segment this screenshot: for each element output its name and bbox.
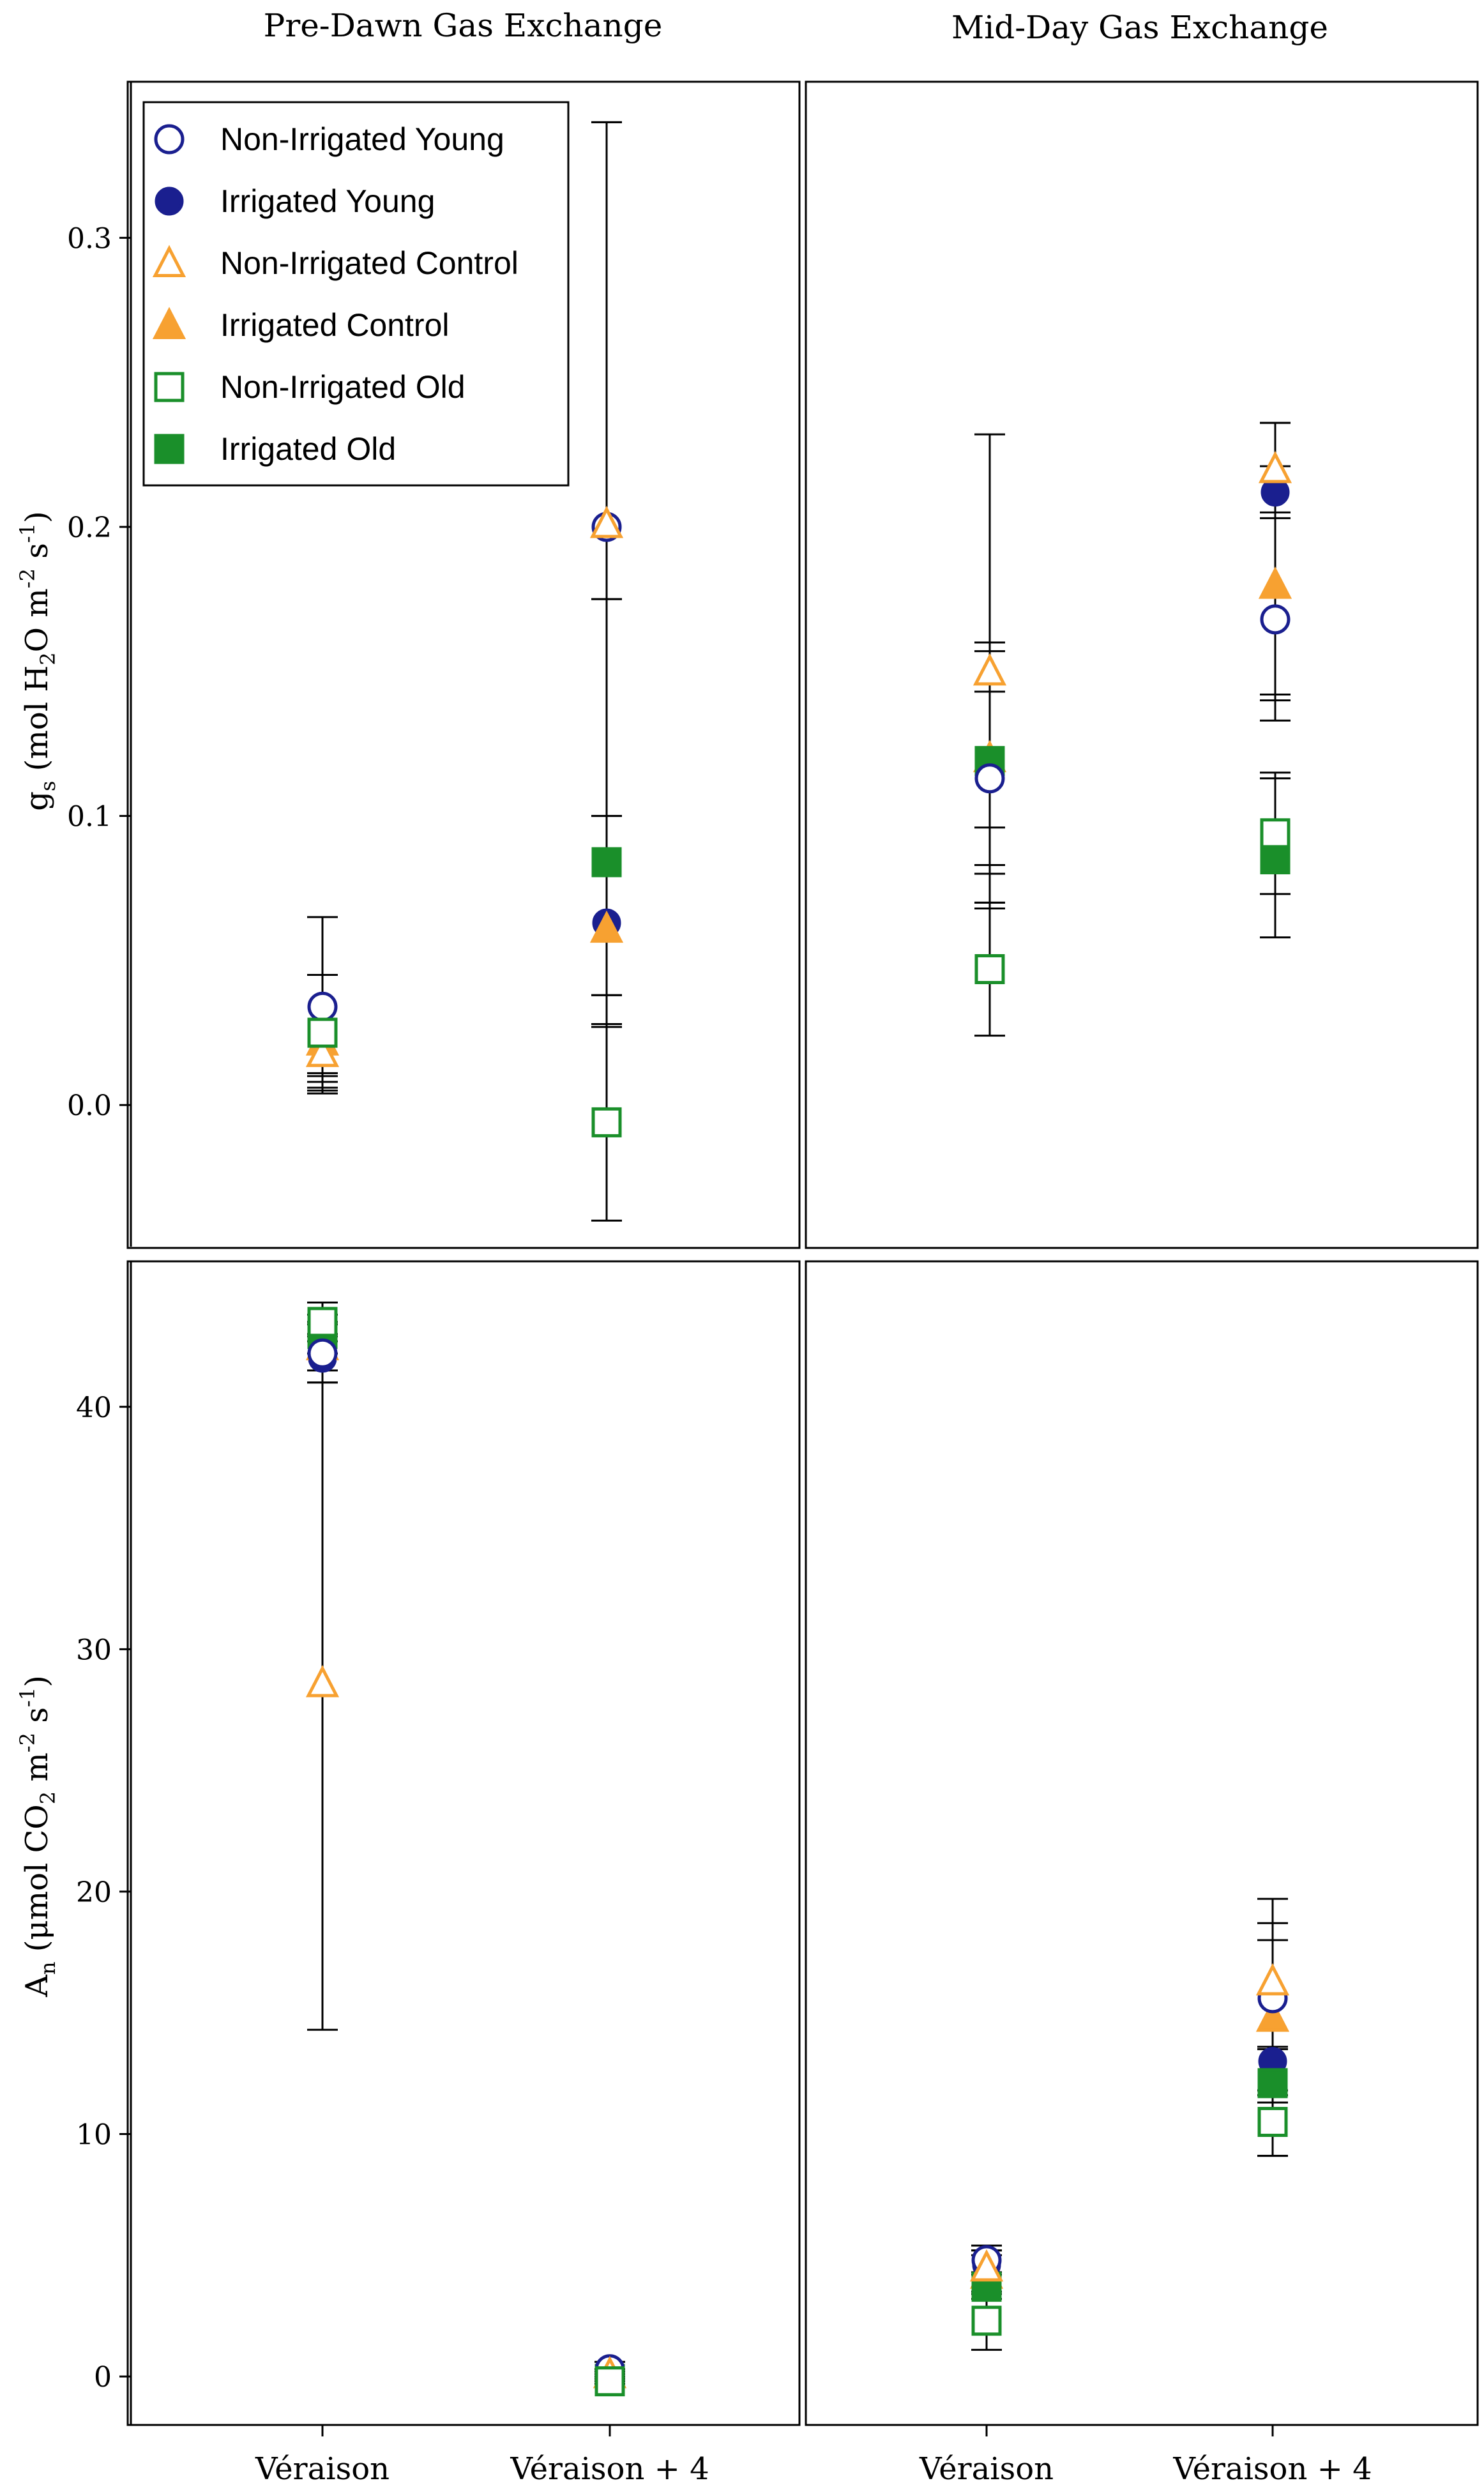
data-point-non-irrigated-control [973, 653, 1007, 686]
y-ticks-gs: 0.0 0.1 0.2 0.3 [67, 222, 131, 1122]
legend-box [142, 101, 570, 487]
legend-label: Non-Irrigated Old [220, 369, 466, 405]
data-point-irrigated-old [1260, 844, 1291, 875]
panel-frame-predawn-an [126, 1260, 801, 2426]
legend-label: Non-Irrigated Control [220, 245, 519, 281]
data-point-non-irrigated-old [594, 2366, 625, 2397]
data-point-non-irrigated-young [1260, 604, 1291, 635]
legend: Non-Irrigated Young Irrigated Young Non-Ir… [142, 101, 570, 487]
legend-marker-non-irrigated-old [154, 372, 185, 402]
data-point-non-irrigated-old [1257, 2107, 1288, 2138]
x-tick-label: Véraison + 4 [1172, 2451, 1372, 2487]
data-point-non-irrigated-young [974, 763, 1005, 794]
legend-marker-non-irrigated-control [152, 245, 186, 278]
data-point-irrigated-control [589, 910, 624, 943]
legend-item: Non-Irrigated Young [154, 121, 504, 157]
col-title-predawn: Pre-Dawn Gas Exchange [264, 7, 663, 44]
y-axis-label-gs: gs (mol H2O m-2 s-1) [15, 511, 60, 810]
y-axis-label-an: An (μmol CO2 m-2 s-1) [15, 1675, 60, 1998]
data-point-non-irrigated-old [307, 1307, 338, 1337]
y-tick-label: 20 [76, 1876, 112, 1909]
data-point-irrigated-control [1255, 1999, 1290, 2032]
y-tick-label: 30 [76, 1634, 112, 1666]
data-point-non-irrigated-control [305, 1665, 340, 1698]
error-bar [591, 598, 622, 1028]
data-point-irrigated-old [1257, 2068, 1288, 2099]
legend-item: Irrigated Control [152, 307, 450, 343]
data-point-non-irrigated-old [591, 1107, 622, 1137]
panel-midday-gs [973, 422, 1292, 1037]
legend-item: Non-Irrigated Old [154, 369, 466, 405]
data-point-non-irrigated-old [1260, 818, 1291, 849]
data-point-non-irrigated-old [307, 1017, 338, 1048]
y-tick-label: 0.1 [67, 801, 112, 833]
data-point-non-irrigated-old [971, 2306, 1002, 2336]
y-tick-label: 0.3 [67, 222, 112, 255]
x-tick-label: Véraison [255, 2451, 390, 2487]
col-title-midday: Mid-Day Gas Exchange [951, 9, 1328, 46]
x-tick-label: Véraison + 4 [510, 2451, 709, 2487]
y-tick-label: 0 [94, 2361, 112, 2394]
data-point-non-irrigated-young [307, 991, 338, 1022]
legend-item: Irrigated Young [155, 183, 435, 219]
panel-midday-an [969, 1897, 1290, 2351]
legend-label: Non-Irrigated Young [220, 121, 504, 157]
panel-frame-midday-an [805, 1260, 1479, 2426]
y-ticks-an: 0 10 20 30 40 [76, 1392, 131, 2394]
y-tick-label: 0.2 [67, 512, 112, 544]
x-tick-label: Véraison [919, 2451, 1054, 2487]
data-point-irrigated-control [1258, 566, 1292, 599]
data-point-non-irrigated-control [1255, 1963, 1290, 1996]
data-point-non-irrigated-control [305, 1035, 340, 1067]
data-point-non-irrigated-old [974, 953, 1005, 984]
data-point-non-irrigated-control [969, 2249, 1004, 2282]
legend-marker-irrigated-old [154, 434, 185, 464]
data-point-non-irrigated-control [589, 506, 624, 538]
legend-marker-irrigated-young [155, 186, 184, 216]
panel-predawn-gs [305, 121, 624, 1222]
legend-label: Irrigated Control [220, 307, 450, 343]
data-point-non-irrigated-control [1258, 451, 1292, 483]
panel-frame-midday-gs [805, 80, 1479, 1249]
x-ticks: Véraison Véraison + 4 Véraison Véraison + 4 [255, 2425, 1372, 2487]
panel-predawn-an [305, 1302, 627, 2397]
data-point-irrigated-young [1261, 478, 1290, 507]
legend-label: Irrigated Old [220, 431, 396, 467]
legend-marker-irrigated-control [152, 307, 186, 340]
data-point-non-irrigated-young [307, 1338, 338, 1369]
y-tick-label: 10 [76, 2119, 112, 2152]
panel-frame-predawn-gs [126, 80, 801, 1249]
y-tick-label: 0.0 [67, 1090, 112, 1122]
legend-item: Non-Irrigated Control [152, 245, 519, 281]
legend-item: Irrigated Old [154, 431, 396, 467]
data-point-irrigated-old [591, 847, 622, 878]
legend-marker-non-irrigated-young [154, 124, 185, 155]
legend-label: Irrigated Young [220, 183, 435, 219]
data-marks [305, 121, 1292, 2397]
y-tick-label: 40 [76, 1392, 112, 1424]
